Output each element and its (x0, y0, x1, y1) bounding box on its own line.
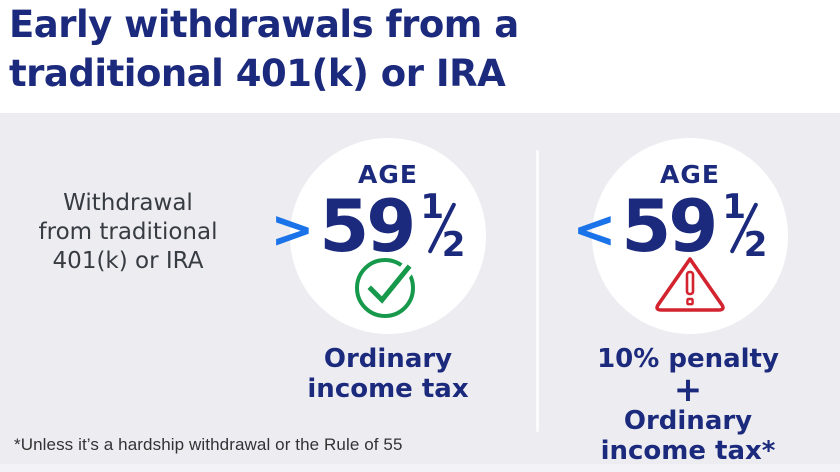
outcome-penalty-text: 10% penalty (597, 344, 779, 374)
fraction-numerator: 1 (420, 187, 445, 227)
page-title-line-2: traditional 401(k) or IRA (9, 52, 506, 95)
check-circle-icon (354, 254, 422, 324)
page-title: Early withdrawals from a traditional 401… (9, 0, 519, 98)
outcome-text: Ordinary income tax (307, 344, 469, 404)
outcome-over-595: Ordinary income tax (268, 344, 508, 404)
withdrawal-label-line-1: Withdrawal (63, 190, 193, 216)
age-value-over: > 59 1 2 (270, 190, 466, 262)
age-label: AGE (660, 160, 720, 189)
fraction-numerator: 1 (722, 187, 747, 227)
age-label: AGE (358, 160, 418, 189)
header: Early withdrawals from a traditional 401… (0, 0, 840, 113)
withdrawal-label-line-3: 401(k) or IRA (52, 248, 204, 274)
age-over-595-card: AGE > 59 1 2 (271, 138, 486, 334)
age-value-under: < 59 1 2 (572, 190, 768, 262)
warning-triangle-icon (651, 254, 729, 318)
content-panel: Withdrawal from traditional 401(k) or IR… (0, 113, 840, 472)
fraction-denominator: 2 (441, 225, 466, 265)
less-than-icon: < (572, 200, 617, 260)
plus-sign: + (673, 370, 703, 410)
bottom-strip (0, 464, 840, 472)
page-title-line-1: Early withdrawals from a (9, 3, 519, 46)
age-number: 59 (319, 184, 416, 268)
withdrawal-label-line-2: from traditional (38, 219, 218, 245)
greater-than-icon: > (270, 200, 315, 260)
withdrawal-label: Withdrawal from traditional 401(k) or IR… (8, 189, 248, 276)
footnote: *Unless it’s a hardship withdrawal or th… (14, 435, 403, 454)
vertical-divider (536, 150, 539, 432)
outcome-under-595: 10% penalty + Ordinary income tax* (568, 344, 808, 466)
outcome-tax-text: Ordinary income tax* (600, 406, 776, 466)
one-half-fraction: 1 2 (419, 190, 466, 265)
one-half-fraction: 1 2 (721, 190, 768, 265)
age-under-595-card: AGE < 59 1 2 (573, 138, 788, 334)
age-number: 59 (621, 184, 718, 268)
fraction-denominator: 2 (743, 225, 768, 265)
